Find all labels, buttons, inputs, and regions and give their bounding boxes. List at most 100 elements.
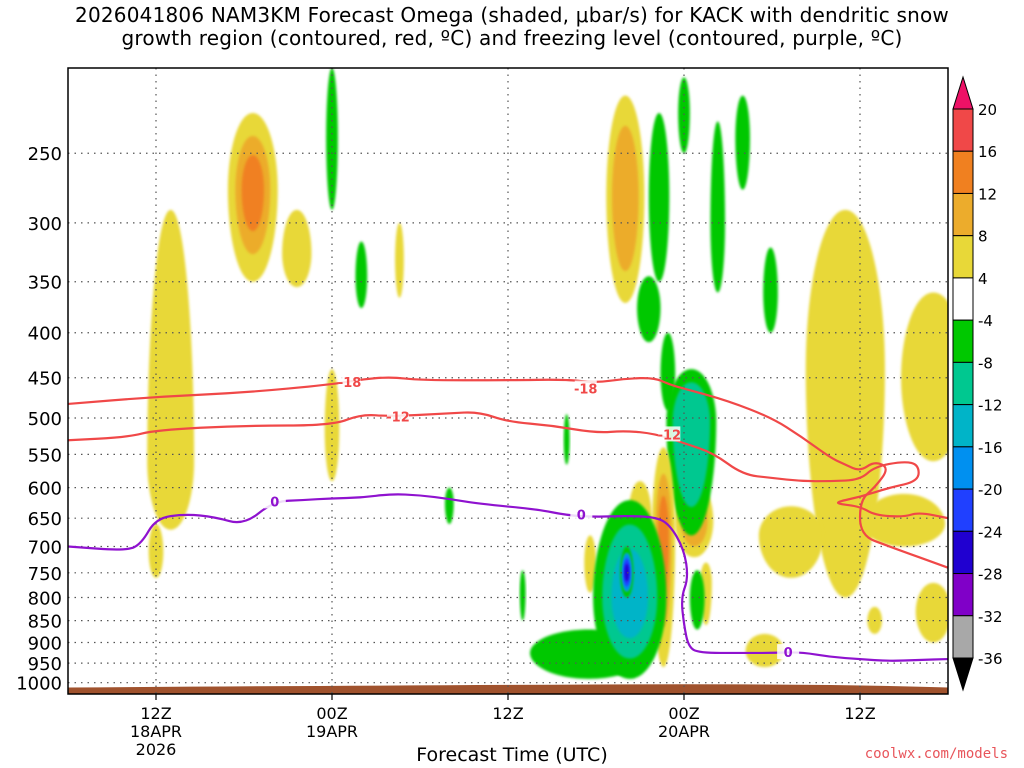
colorbar-label-12: -32 (978, 608, 1003, 626)
omega-region-positive-column-12z (147, 209, 195, 530)
colorbar-segment-9 (952, 488, 974, 532)
y-tick-label-700: 700 (28, 537, 62, 558)
x-tick-label-18-0: 00Z (316, 704, 347, 723)
y-tick-label-750: 750 (28, 564, 62, 585)
omega-region-positive-right-4 (862, 493, 946, 547)
omega-region-negative-upper-3 (648, 112, 670, 282)
contour-label-bg-dgz-minus18-0 (338, 373, 361, 389)
colorbar-segment-6 (952, 361, 974, 406)
contour-label-freezing-level-0-2: 0 (784, 646, 793, 661)
omega-region-negative-upper-8 (735, 95, 750, 190)
y-tick-label-900: 900 (28, 633, 62, 654)
omega-region-negative-upper-2 (355, 241, 368, 309)
contour-label-bg-dgz-minus12-1 (658, 426, 681, 442)
y-tick-label-550: 550 (28, 445, 62, 466)
omega-region-upper-positive-2 (282, 209, 312, 288)
contour-label-bg-freezing-level-0-1 (570, 506, 593, 522)
y-tick-label-950: 950 (28, 654, 62, 675)
y-tick-label-600: 600 (28, 479, 62, 500)
colorbar-bottom-triangle (952, 657, 974, 692)
colorbar-label-6: -8 (978, 354, 993, 372)
y-tick-label-1000: 1000 (16, 674, 62, 695)
x-tick-label-54-0: 12Z (844, 704, 875, 723)
contour-dgz-minus12 (68, 411, 948, 520)
omega-region-negative-low-2 (519, 570, 526, 621)
omega-region-positive-right-1 (805, 209, 885, 598)
colorbar-segment-12 (952, 615, 974, 659)
y-tick-label-500: 500 (28, 409, 62, 430)
omega-region-negative-upper-5 (710, 121, 726, 293)
colorbar-label-2: 12 (978, 185, 997, 203)
contour-label-dgz-minus18-1: -18 (574, 383, 598, 398)
contour-label-freezing-level-0-0: 0 (270, 495, 279, 510)
colorbar-label-13: -36 (978, 650, 1003, 668)
x-tick-label-42-1: 20APR (658, 722, 710, 741)
omega-region-positive-right-5 (915, 582, 948, 643)
y-tick-label-250: 250 (28, 144, 62, 165)
colorbar-label-9: -20 (978, 481, 1003, 499)
colorbar-segment-8 (952, 446, 974, 490)
x-tick-label-6-0: 12Z (140, 704, 171, 723)
colorbar-segment-7 (952, 404, 974, 448)
colorbar-label-4: 4 (978, 270, 988, 288)
omega-region-positive-low-left (148, 524, 164, 578)
y-axis: 2503003504004505005506006507007508008509… (16, 144, 62, 694)
omega-shading (147, 68, 948, 679)
colorbar-label-5: -4 (978, 312, 993, 330)
site-credit[interactable]: coolwx.com/models (864, 746, 1008, 762)
chart-title-line-2: growth region (contoured, red, ºC) and f… (121, 26, 903, 50)
omega-region-positive-right-6 (745, 633, 784, 668)
omega-region-positive-near-00z (324, 369, 340, 482)
omega-region-negative-low-3 (689, 570, 705, 630)
omega-region-positive-right-3 (758, 506, 824, 578)
colorbar-label-3: 8 (978, 228, 988, 246)
omega-region-negative-core-level-24 (624, 563, 630, 582)
y-tick-label-400: 400 (28, 324, 62, 345)
omega-region-negative-mid-2 (563, 414, 570, 465)
x-axis-title: Forecast Time (UTC) (416, 744, 608, 766)
y-tick-label-350: 350 (28, 273, 62, 294)
x-tick-label-30-0: 12Z (492, 704, 523, 723)
omega-region-upper-positive-3-level-8 (611, 125, 639, 272)
omega-region-negative-upper-4 (678, 77, 690, 154)
contours: -18 -18 -12 -12 0 0 0 (68, 373, 948, 662)
contour-label-bg-dgz-minus12-0 (387, 408, 409, 424)
colorbar-segment-0 (952, 108, 974, 152)
omega-region-upper-positive-1-level-12 (241, 155, 265, 232)
y-tick-label-800: 800 (28, 588, 62, 609)
contour-label-bg-dgz-minus18-1 (574, 380, 597, 396)
contour-label-dgz-minus12-1: -12 (658, 428, 682, 443)
colorbar-label-10: -24 (978, 523, 1003, 541)
omega-region-negative-upper-1 (326, 68, 338, 210)
colorbar-label-1: 16 (978, 143, 997, 161)
colorbar-segment-11 (952, 573, 974, 617)
contour-label-bg-freezing-level-0-0 (263, 493, 286, 509)
x-tick-label-42-0: 00Z (668, 704, 699, 723)
contour-label-dgz-minus18-0: -18 (338, 376, 362, 391)
colorbar-segment-2 (952, 192, 974, 237)
colorbar-segment-1 (952, 150, 974, 194)
colorbar-segment-4 (952, 277, 974, 321)
omega-region-positive-right-2 (901, 292, 948, 462)
colorbar-top-triangle (952, 75, 974, 110)
y-tick-label-300: 300 (28, 214, 62, 235)
omega-region-lower-positive-b (584, 535, 596, 593)
terrain (68, 684, 948, 694)
terrain-fill (68, 684, 948, 694)
contour-label-freezing-level-0-1: 0 (577, 509, 586, 524)
omega-region-negative-upper-9 (763, 247, 778, 333)
contour-label-bg-freezing-level-0-2 (777, 644, 800, 660)
y-tick-label-650: 650 (28, 509, 62, 530)
colorbar-segment-10 (952, 530, 974, 575)
colorbar: 20 16 12 8 4 -4 -8 -12 -16 -20 -24 -28 -32 -36 (952, 75, 1003, 692)
x-tick-label-18-1: 19APR (306, 722, 358, 741)
omega-region-negative-mid-1 (444, 487, 454, 525)
contour-label-dgz-minus12-0: -12 (386, 410, 410, 425)
colorbar-label-11: -28 (978, 566, 1003, 584)
colorbar-segment-5 (952, 319, 974, 363)
x-tick-label-6-1: 18APR (130, 722, 182, 741)
colorbar-label-0: 20 (978, 101, 997, 119)
colorbar-label-8: -16 (978, 439, 1003, 457)
